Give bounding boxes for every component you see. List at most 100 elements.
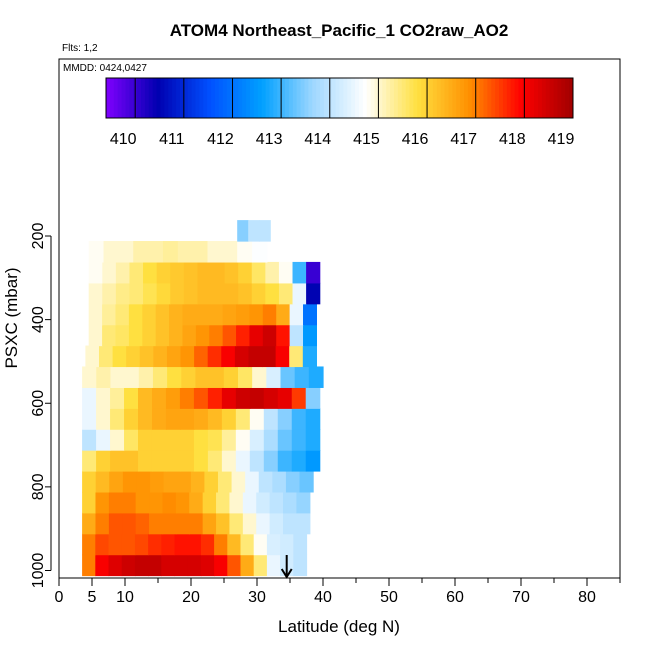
heatmap-cell	[187, 533, 202, 556]
heatmap-cell	[209, 366, 225, 388]
heatmap-cell	[115, 303, 130, 326]
colorbar-segment	[518, 78, 523, 118]
heatmap-cell	[249, 387, 265, 409]
colorbar-segment	[378, 78, 383, 118]
colorbar-segment	[316, 78, 321, 118]
heatmap-cell	[162, 241, 179, 263]
x-tick-label: 70	[512, 589, 530, 606]
heatmap-cell	[118, 241, 134, 263]
colorbar-segment	[530, 78, 535, 118]
colorbar-segment	[491, 78, 496, 118]
heatmap-cell	[138, 429, 153, 451]
colorbar-segment	[569, 78, 574, 118]
heatmap-cell	[305, 450, 321, 472]
colorbar-segment	[183, 78, 189, 118]
heatmap-cell	[305, 429, 321, 451]
colorbar-segment	[106, 78, 111, 118]
heatmap-cell	[240, 533, 255, 556]
heatmap-cell	[227, 533, 242, 556]
heatmap-cell	[174, 533, 189, 556]
heatmap-cell	[238, 261, 253, 284]
heatmap-cell	[166, 345, 182, 368]
heatmap-cell	[237, 241, 253, 263]
heatmap-cell	[222, 303, 237, 326]
heatmap-cell	[182, 324, 197, 347]
y-tick-label: 600	[30, 390, 47, 417]
colorbar-segment	[401, 78, 407, 118]
heatmap-cell	[248, 345, 263, 368]
heatmap-cell	[195, 303, 210, 326]
heatmap-cell	[108, 491, 123, 514]
heatmap-cell	[136, 470, 151, 493]
x-tick-label: 20	[182, 589, 200, 606]
heatmap-cell	[138, 387, 153, 409]
heatmap-cell	[110, 429, 125, 451]
x-axis: 0 5 10 20 30 40 50 60 70 80	[55, 578, 621, 606]
heatmap-cell	[289, 303, 304, 326]
colorbar-segment	[561, 78, 566, 118]
heatmap-cell	[240, 554, 255, 577]
heatmap-cell	[135, 512, 150, 535]
heatmap-cell	[252, 366, 267, 388]
heatmap-cell	[95, 470, 110, 493]
heatmap-cell	[85, 345, 100, 368]
heatmap-cell	[174, 554, 189, 577]
heatmap-cell	[192, 241, 209, 263]
heatmap-cell	[156, 282, 171, 305]
heatmap-cell	[294, 366, 310, 388]
colorbar-segment	[117, 78, 123, 118]
heatmap-cell	[129, 261, 144, 284]
colorbar-segment	[495, 78, 500, 118]
heatmap-cell	[283, 491, 297, 514]
colorbar-segment	[261, 78, 267, 118]
heatmap-cell	[82, 533, 96, 556]
x-tick-label: 40	[314, 589, 332, 606]
heatmap-cell	[292, 261, 307, 284]
heatmap-cell	[152, 366, 168, 388]
heatmap-cell	[197, 282, 212, 305]
heatmap-cell	[167, 366, 182, 388]
heatmap-cell	[143, 261, 158, 284]
heatmap-cell	[263, 429, 279, 451]
heatmap-cell	[179, 408, 195, 430]
colorbar-segment	[168, 78, 173, 118]
heatmap-cell	[221, 408, 237, 430]
heatmap-cell	[209, 303, 224, 326]
heatmap-cell	[303, 324, 317, 347]
heatmap-cell	[197, 261, 212, 284]
heatmap-cell	[272, 470, 287, 493]
colorbar-tick-label: 412	[207, 131, 234, 148]
heatmap-cell	[139, 345, 154, 368]
plot-frame	[58, 58, 621, 579]
heatmap-cell	[216, 512, 231, 535]
heatmap-cell	[82, 450, 97, 472]
heatmap-cell	[296, 512, 311, 535]
colorbar-segment	[464, 78, 469, 118]
heatmap-cell	[177, 241, 194, 263]
colorbar-segment	[374, 78, 379, 118]
colorbar-segment	[339, 78, 344, 118]
heatmap-cell	[148, 533, 162, 556]
colorbar: 410 411 412 413 414 415 416 417 418 419	[105, 77, 574, 148]
heatmap-cell	[305, 408, 321, 430]
heatmap-cell	[259, 220, 271, 242]
colorbar-tick-label: 418	[499, 131, 526, 148]
heatmap-cell	[96, 429, 111, 451]
heatmap-cell	[162, 491, 177, 514]
heatmap-cell	[95, 512, 110, 535]
heatmap-cell	[195, 324, 210, 347]
heatmap-cell	[207, 408, 223, 430]
x-tick-label: 10	[116, 589, 134, 606]
heatmap-cell	[204, 470, 219, 493]
heatmap-cell	[153, 345, 168, 368]
heatmap-cell	[124, 408, 139, 430]
heatmap-cell	[291, 408, 307, 430]
heatmap-cell	[124, 429, 139, 451]
heatmap-cell	[242, 512, 257, 535]
heatmap-cell	[102, 324, 117, 347]
heatmap-cell	[122, 512, 137, 535]
colorbar-segment	[176, 78, 181, 118]
heatmap-cell	[296, 491, 311, 514]
heatmap-cell	[207, 387, 223, 409]
